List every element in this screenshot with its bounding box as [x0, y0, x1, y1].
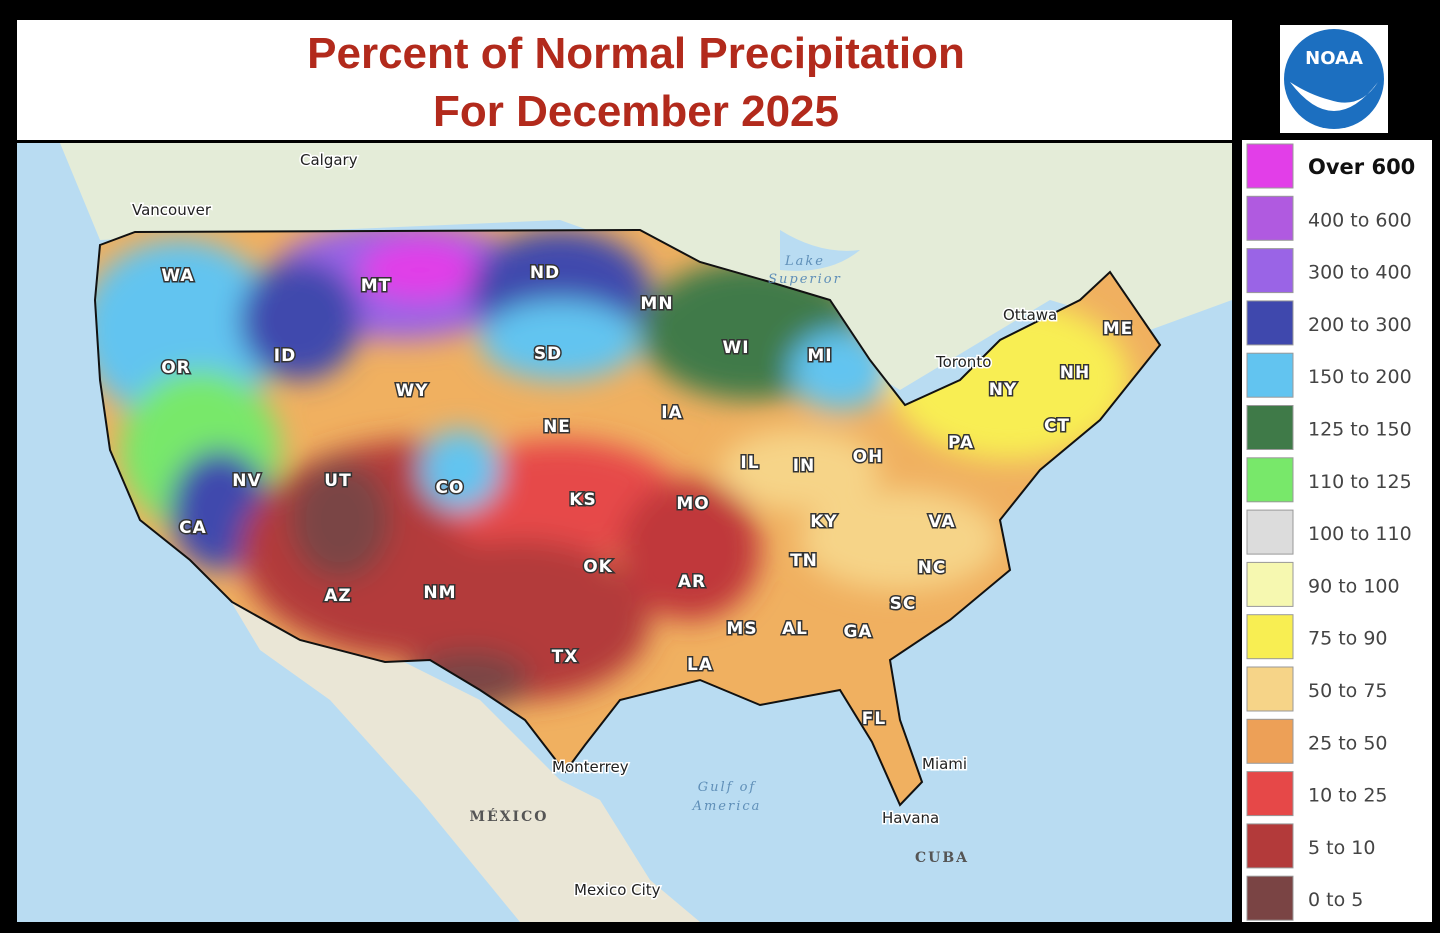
- state-label: MT: [361, 276, 392, 296]
- place-label: Calgary: [300, 151, 358, 169]
- state-label: PA: [948, 433, 974, 453]
- place-label: Miami: [922, 755, 967, 773]
- legend-swatch: [1246, 352, 1294, 398]
- state-label: OR: [161, 358, 191, 378]
- title: Percent of Normal Precipitation: [307, 29, 965, 78]
- state-label: WI: [722, 338, 749, 358]
- state-label: OH: [853, 447, 884, 467]
- legend-swatch: [1246, 143, 1294, 189]
- legend-label: 200 to 300: [1308, 314, 1412, 336]
- legend-label: 5 to 10: [1308, 837, 1375, 859]
- state-label: MO: [676, 494, 709, 514]
- state-label: NE: [543, 417, 571, 437]
- mexico: [230, 600, 700, 922]
- state-label: GA: [843, 622, 872, 642]
- legend-label: 110 to 125: [1308, 471, 1412, 493]
- country-label: MÉXICO: [470, 807, 549, 825]
- state-label: IA: [661, 403, 682, 423]
- state-label: TX: [552, 647, 579, 667]
- state-label: CO: [436, 478, 465, 498]
- state-label: IN: [793, 456, 816, 476]
- title-box: [17, 20, 1232, 140]
- legend-label: 150 to 200: [1308, 366, 1412, 388]
- legend-swatch: [1246, 614, 1294, 660]
- place-label: Vancouver: [132, 201, 212, 219]
- state-label: OK: [583, 557, 613, 577]
- place-label: Monterrey: [552, 758, 629, 776]
- legend-label: 25 to 50: [1308, 732, 1388, 754]
- lake: [780, 230, 860, 271]
- water-label: America: [692, 799, 762, 814]
- state-label: IL: [740, 453, 759, 473]
- legend-label: 0 to 5: [1308, 889, 1363, 911]
- state-label: MI: [807, 346, 832, 366]
- state-label: CA: [179, 518, 207, 538]
- country-label: CUBA: [915, 850, 969, 866]
- logo: [1284, 29, 1384, 129]
- state-label: AZ: [324, 586, 351, 606]
- legend-label: 100 to 110: [1308, 523, 1412, 545]
- legend-swatch: [1246, 457, 1294, 503]
- state-label: ND: [530, 263, 560, 283]
- place-label: Havana: [882, 809, 939, 827]
- state-label: ME: [1103, 319, 1134, 339]
- legend-swatch: [1246, 771, 1294, 817]
- place-label: Mexico City: [574, 881, 661, 899]
- state-label: TN: [790, 551, 818, 571]
- state-label: WY: [395, 381, 428, 401]
- state-label: CT: [1044, 416, 1070, 436]
- state-label: MN: [640, 294, 673, 314]
- canada: [17, 143, 1232, 390]
- legend-swatch: [1246, 300, 1294, 346]
- legend-label: 300 to 400: [1308, 262, 1412, 284]
- state-label: WA: [161, 266, 194, 286]
- state-label: NM: [423, 583, 456, 603]
- legend-swatch: [1246, 509, 1294, 555]
- legend-swatch: [1246, 823, 1294, 869]
- legend-swatch: [1246, 195, 1294, 241]
- legend-label: 50 to 75: [1308, 680, 1388, 702]
- state-label: FL: [862, 709, 886, 729]
- logo-text: NOAA: [1305, 48, 1363, 69]
- legend-label: Over 600: [1308, 155, 1415, 179]
- legend-swatch: [1246, 875, 1294, 921]
- legend-swatch: [1246, 405, 1294, 450]
- state-label: AR: [678, 572, 706, 592]
- legend-label: 75 to 90: [1308, 628, 1388, 650]
- state-label: NV: [232, 471, 261, 491]
- state-label: SC: [890, 594, 917, 614]
- state-label: VA: [928, 512, 955, 532]
- state-label: NC: [918, 558, 947, 578]
- state-label: NY: [989, 380, 1018, 400]
- legend-label: 90 to 100: [1308, 575, 1400, 597]
- legend-swatch: [1246, 248, 1294, 294]
- state-label: UT: [324, 471, 351, 491]
- legend-label: 10 to 25: [1308, 785, 1388, 807]
- title: For December 2025: [433, 87, 839, 136]
- place-label: Ottawa: [1003, 306, 1057, 324]
- place-label: Toronto: [935, 353, 991, 371]
- state-label: AL: [782, 619, 808, 639]
- places: Calgary Vancouver Ottawa Toronto Miami H…: [131, 150, 1059, 901]
- legend-swatch: [1246, 666, 1294, 712]
- state-label: SD: [534, 344, 562, 364]
- water-label: Superior: [768, 272, 842, 287]
- legend-swatch: [1246, 718, 1294, 764]
- state-label: ID: [274, 346, 296, 366]
- state-label: NH: [1060, 363, 1090, 383]
- legend-swatch: [1246, 561, 1294, 607]
- legend-label: 400 to 600: [1308, 209, 1412, 231]
- state-label: MS: [726, 619, 757, 639]
- water-label: Lake: [784, 254, 825, 269]
- water-label: Gulf of: [698, 780, 757, 795]
- state-label: LA: [687, 655, 713, 675]
- state-label: KY: [810, 512, 837, 532]
- state-label: KS: [569, 490, 596, 510]
- legend-label: 125 to 150: [1308, 419, 1412, 441]
